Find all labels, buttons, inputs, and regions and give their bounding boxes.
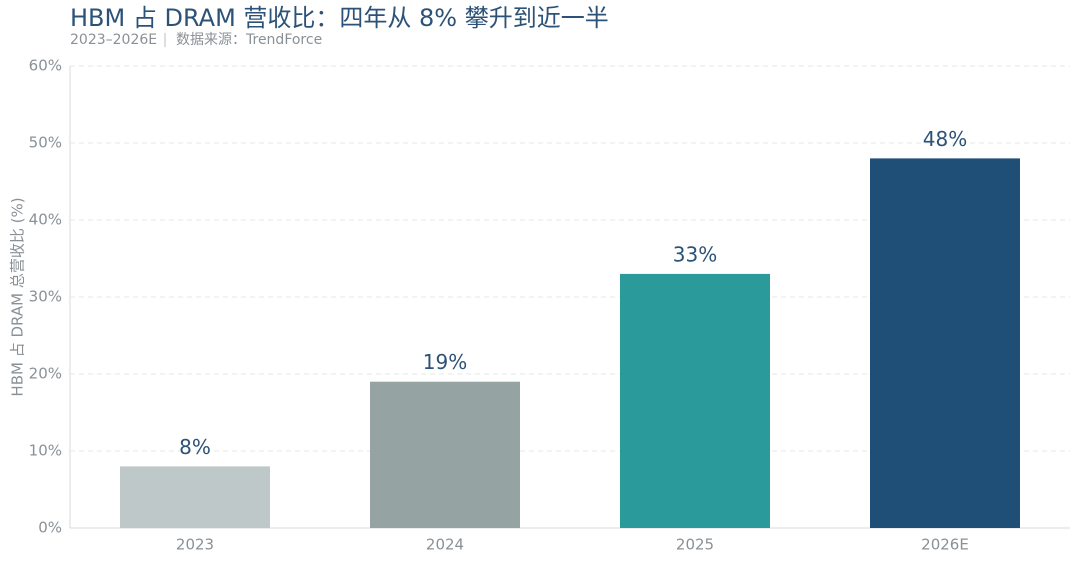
bar [870, 158, 1020, 528]
y-tick-label: 60% [29, 57, 62, 75]
y-tick-label: 30% [29, 288, 62, 306]
chart-title: HBM 占 DRAM 营收比：四年从 8% 攀升到近一半 [70, 4, 609, 32]
bar [620, 273, 770, 528]
x-tick-label: 2025 [676, 536, 714, 554]
y-tick-label: 40% [29, 211, 62, 229]
x-tick-label: 2024 [426, 536, 464, 554]
data-label: 8% [179, 435, 211, 459]
y-tick-label: 20% [29, 365, 62, 383]
bar [120, 466, 270, 528]
y-tick-label: 0% [38, 519, 62, 537]
chart-subtitle: 2023–2026E [70, 32, 157, 48]
bar [370, 381, 520, 528]
data-label: 48% [923, 127, 967, 151]
data-label: 33% [673, 242, 717, 266]
chart-source: 数据来源：TrendForce [176, 32, 322, 48]
x-tick-label: 2023 [176, 536, 214, 554]
y-tick-label: 10% [29, 442, 62, 460]
data-label: 19% [423, 350, 467, 374]
x-tick-label: 2026E [921, 536, 969, 554]
y-tick-label: 50% [29, 134, 62, 152]
y-axis-label: HBM 占 DRAM 总营收比 (%) [9, 197, 27, 396]
